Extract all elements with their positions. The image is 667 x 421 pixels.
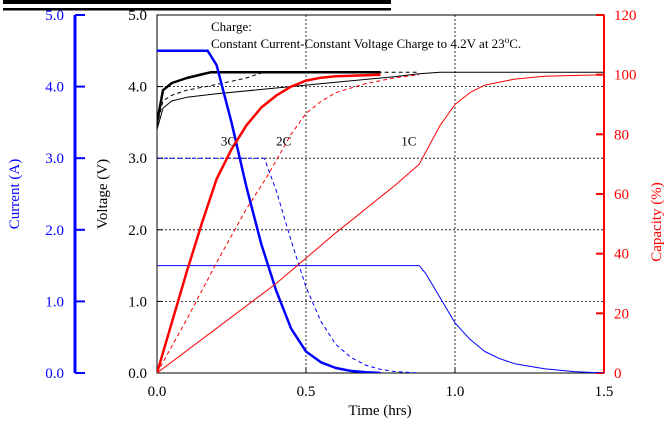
curve-label-3C: 3C <box>221 133 236 148</box>
current-curve-3C <box>157 49 381 373</box>
current-tick-label: 1.0 <box>45 294 64 310</box>
x-axis-title: Time (hrs) <box>348 403 411 419</box>
current-tick-label: 5.0 <box>45 8 64 24</box>
current-tick-label: 0.0 <box>45 366 64 382</box>
gridlines <box>157 15 604 373</box>
voltage-axis-ticks: 0.0 1.0 2.0 3.0 4.0 5.0 <box>128 8 163 382</box>
voltage-tick-label: 4.0 <box>128 80 147 96</box>
curve-label-2C: 2C <box>276 133 291 148</box>
capacity-curve-3C <box>157 73 381 373</box>
x-tick-label: 0.5 <box>297 384 316 400</box>
capacity-tick-label: 40 <box>614 247 629 263</box>
annotation-line-2: Constant Current-Constant Voltage Charge… <box>211 35 521 51</box>
voltage-tick-label: 2.0 <box>128 223 147 239</box>
capacity-axis-title: Capacity (%) <box>649 182 665 262</box>
capacity-curve-1C <box>157 74 604 373</box>
voltage-tick-label: 1.0 <box>128 294 147 310</box>
capacity-tick-label: 60 <box>614 187 629 203</box>
plot-frame <box>156 14 605 374</box>
charge-annotation: Charge: Constant Current-Constant Voltag… <box>211 19 521 51</box>
current-curve-1C <box>157 265 604 373</box>
capacity-tick-label: 100 <box>614 68 637 84</box>
current-tick-label: 3.0 <box>45 151 64 167</box>
current-axis-ticks: 0.0 1.0 2.0 3.0 4.0 5.0 <box>45 8 85 382</box>
curve-label-1C: 1C <box>401 133 416 148</box>
voltage-tick-label: 5.0 <box>128 8 147 24</box>
capacity-tick-label: 120 <box>614 8 637 24</box>
x-tick-label: 0.0 <box>148 384 167 400</box>
annotation-line-1: Charge: <box>211 19 252 34</box>
annotation-line-2-main: Constant Current-Constant Voltage Charge… <box>211 36 505 51</box>
curve-labels: 3C 2C 1C <box>221 133 416 148</box>
annotation-line-2-superscript: o <box>505 35 510 45</box>
voltage-curve-2C <box>157 71 420 127</box>
current-tick-label: 4.0 <box>45 80 64 96</box>
series-group <box>157 49 604 373</box>
voltage-axis-title: Voltage (V) <box>95 159 111 229</box>
voltage-tick-label: 3.0 <box>128 151 147 167</box>
capacity-tick-label: 80 <box>614 127 629 143</box>
x-tick-label: 1.0 <box>446 384 465 400</box>
current-axis-title: Current (A) <box>7 159 23 229</box>
voltage-tick-label: 0.0 <box>128 366 147 382</box>
capacity-tick-label: 20 <box>614 306 629 322</box>
current-tick-label: 2.0 <box>45 223 64 239</box>
capacity-axis-ticks: 0 20 40 60 80 100 120 <box>596 8 637 382</box>
x-tick-label: 1.5 <box>595 384 614 400</box>
annotation-line-2-end: C. <box>509 36 521 51</box>
voltage-curve-1C <box>157 71 604 130</box>
current-curve-2C <box>157 157 420 373</box>
title-remnant <box>3 0 391 11</box>
capacity-tick-label: 0 <box>614 366 622 382</box>
capacity-curve-2C <box>157 74 420 373</box>
